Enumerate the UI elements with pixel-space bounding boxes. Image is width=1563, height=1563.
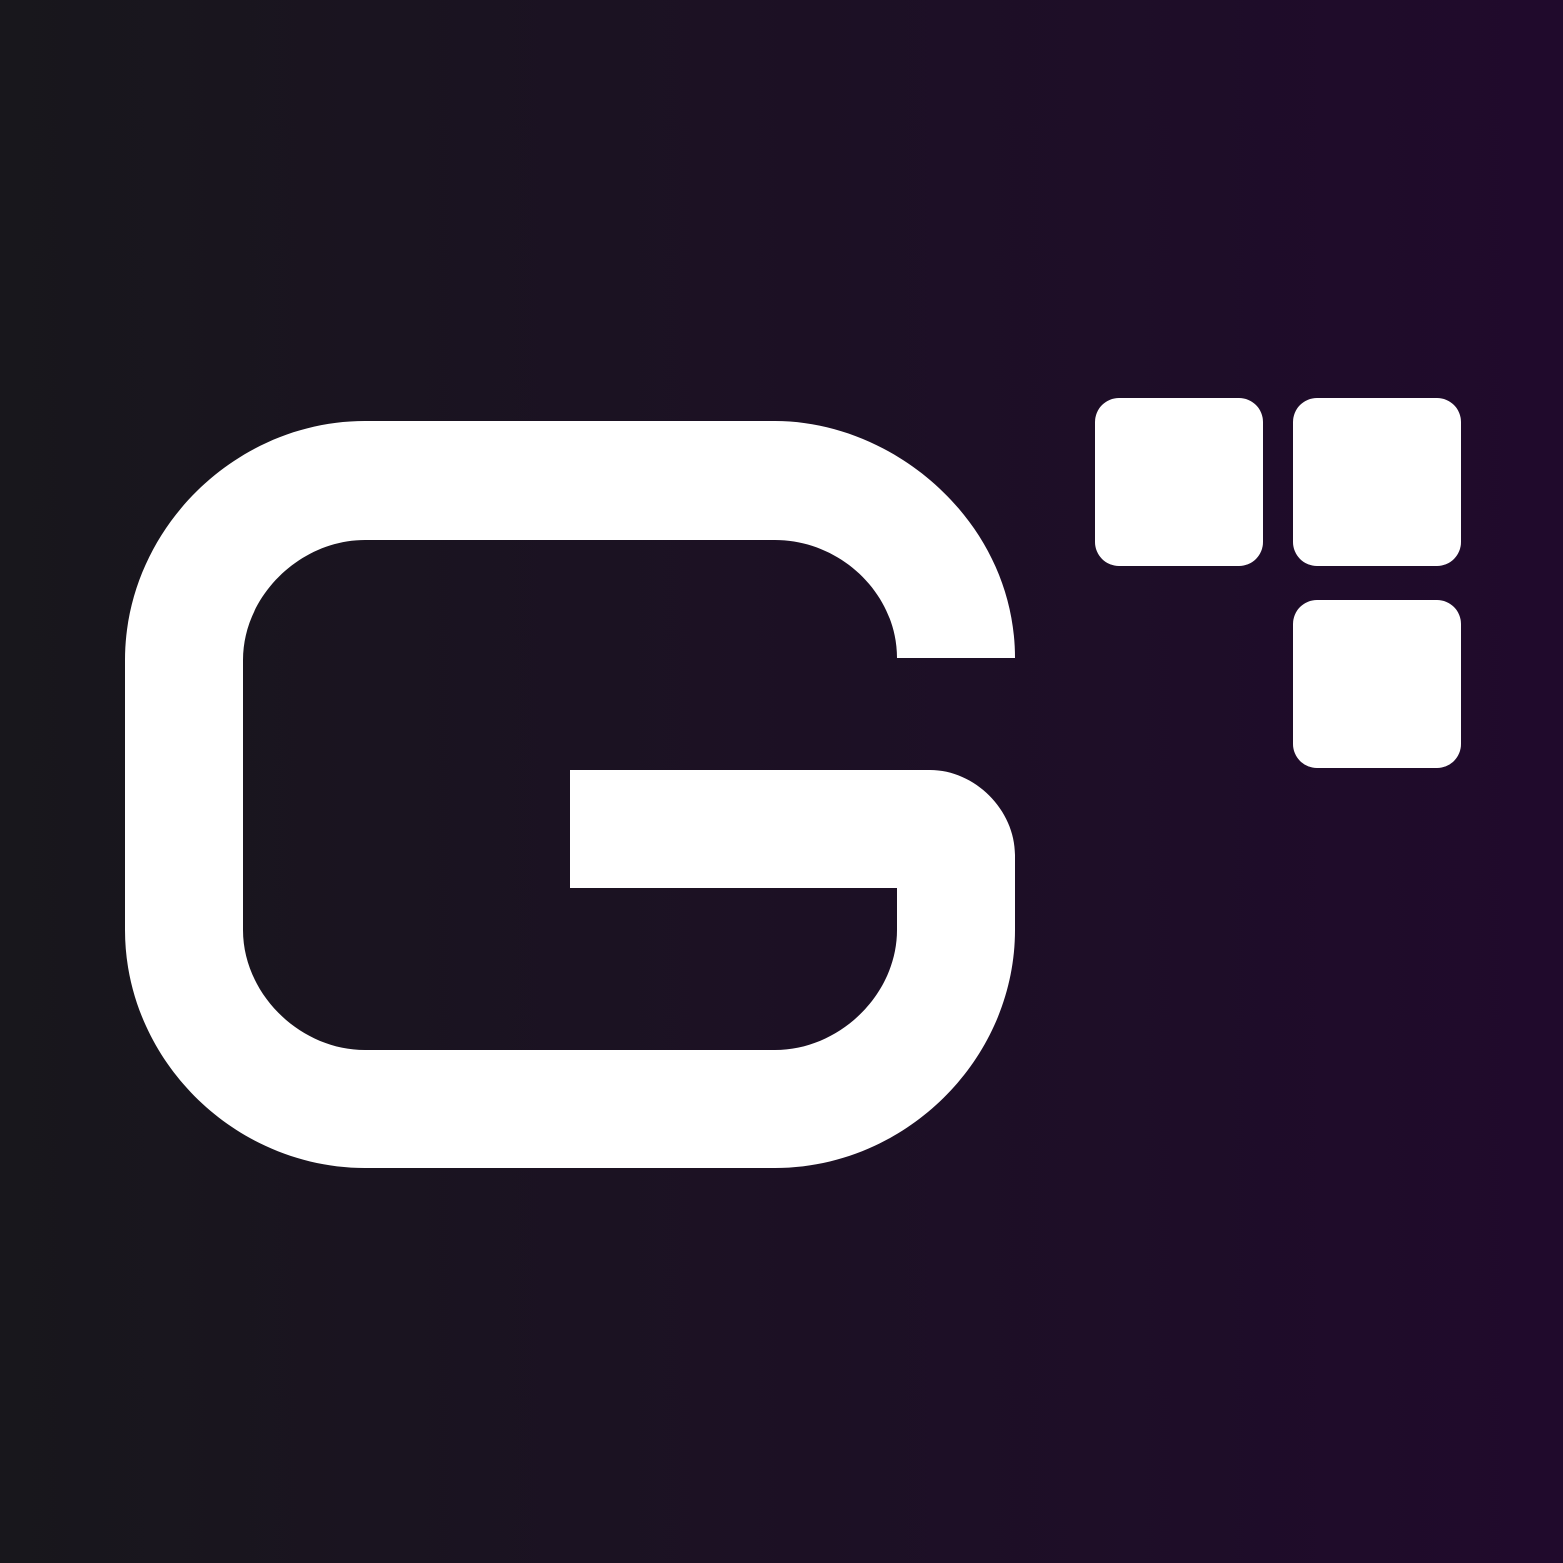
grid-square-bottom-right [1293,600,1461,768]
grid-square-top-right [1293,398,1461,566]
grid-square-top-left [1095,398,1263,566]
letter-g-shape [125,421,1015,1168]
